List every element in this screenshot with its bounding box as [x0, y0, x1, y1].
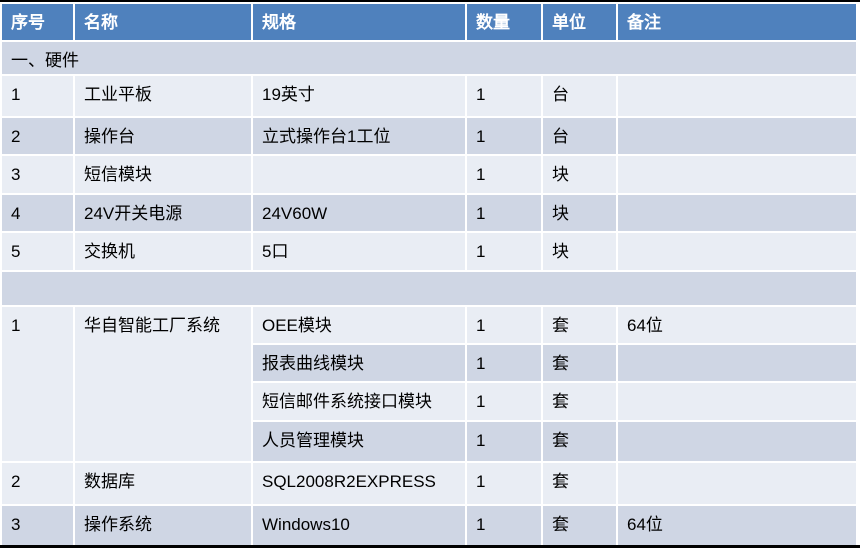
col-header-note: 备注: [618, 4, 858, 42]
col-header-name: 名称: [75, 4, 253, 42]
cell-qty: 1: [467, 463, 543, 506]
cell-no: 5: [2, 233, 75, 272]
cell-qty: 1: [467, 195, 543, 233]
cell-spec: 人员管理模块: [253, 422, 467, 463]
col-header-no: 序号: [2, 4, 75, 42]
hardware-row: 5 交换机 5口 1 块: [2, 233, 858, 272]
cell-qty: 1: [467, 506, 543, 545]
cell-unit: 套: [543, 307, 618, 345]
cell-note: [618, 422, 858, 463]
spacer-cell: [2, 272, 858, 307]
cell-qty: 1: [467, 233, 543, 272]
cell-name: 数据库: [75, 463, 253, 506]
software-row: 3 操作系统 Windows10 1 套 64位: [2, 506, 858, 545]
hardware-row: 2 操作台 立式操作台1工位 1 台: [2, 118, 858, 156]
section-label: 一、硬件: [2, 42, 858, 76]
cell-unit: 台: [543, 118, 618, 156]
cell-qty: 1: [467, 307, 543, 345]
cell-unit: 套: [543, 383, 618, 422]
cell-no: 1: [2, 76, 75, 118]
cell-qty: 1: [467, 345, 543, 383]
cell-no: 2: [2, 463, 75, 506]
cell-name: 短信模块: [75, 156, 253, 195]
header-row: 序号 名称 规格 数量 单位 备注: [2, 4, 858, 42]
cell-unit: 台: [543, 76, 618, 118]
software-module-row: 报表曲线模块 1 套: [2, 345, 858, 383]
spacer-row: [2, 272, 858, 307]
cell-name: 交换机: [75, 233, 253, 272]
cell-spec: 短信邮件系统接口模块: [253, 383, 467, 422]
hardware-row: 4 24V开关电源 24V60W 1 块: [2, 195, 858, 233]
cell-spec: 5口: [253, 233, 467, 272]
col-header-qty: 数量: [467, 4, 543, 42]
cell-spec: Windows10: [253, 506, 467, 545]
cell-spec: 24V60W: [253, 195, 467, 233]
cell-spec: SQL2008R2EXPRESS: [253, 463, 467, 506]
col-header-unit: 单位: [543, 4, 618, 42]
cell-note: [618, 345, 858, 383]
cell-note: [618, 76, 858, 118]
cell-note: [618, 383, 858, 422]
software-module-row: 短信邮件系统接口模块 1 套: [2, 383, 858, 422]
cell-note: 64位: [618, 506, 858, 545]
equipment-list-table: 序号 名称 规格 数量 单位 备注 一、硬件 1 工业平板 19英寸 1 台 2: [2, 4, 858, 545]
cell-qty: 1: [467, 422, 543, 463]
cell-qty: 1: [467, 76, 543, 118]
cell-unit: 块: [543, 195, 618, 233]
software-row: 2 数据库 SQL2008R2EXPRESS 1 套: [2, 463, 858, 506]
software-group-row: 1 华自智能工厂系统 OEE模块 1 套 64位: [2, 307, 858, 463]
cell-note: 64位: [618, 307, 858, 345]
cell-spec: 报表曲线模块: [253, 345, 467, 383]
cell-unit: 块: [543, 233, 618, 272]
cell-no: 1: [2, 307, 75, 463]
cell-name: 华自智能工厂系统: [75, 307, 253, 463]
cell-unit: 套: [543, 463, 618, 506]
cell-spec: [253, 156, 467, 195]
cell-unit: 块: [543, 156, 618, 195]
section-row-hardware: 一、硬件: [2, 42, 858, 76]
cell-unit: 套: [543, 506, 618, 545]
cell-no: 2: [2, 118, 75, 156]
cell-spec: 19英寸: [253, 76, 467, 118]
cell-no: 4: [2, 195, 75, 233]
cell-qty: 1: [467, 118, 543, 156]
table-top-rule: [0, 0, 860, 2]
hardware-row: 1 工业平板 19英寸 1 台: [2, 76, 858, 118]
cell-name: 24V开关电源: [75, 195, 253, 233]
cell-spec: OEE模块: [253, 307, 467, 345]
hardware-row: 3 短信模块 1 块: [2, 156, 858, 195]
cell-name: 操作台: [75, 118, 253, 156]
cell-note: [618, 233, 858, 272]
cell-qty: 1: [467, 383, 543, 422]
cell-no: 3: [2, 156, 75, 195]
cell-unit: 套: [543, 422, 618, 463]
software-module-row: 人员管理模块 1 套: [2, 422, 858, 463]
cell-note: [618, 118, 858, 156]
cell-no: 3: [2, 506, 75, 545]
cell-note: [618, 463, 858, 506]
cell-spec: 立式操作台1工位: [253, 118, 467, 156]
cell-note: [618, 195, 858, 233]
cell-qty: 1: [467, 156, 543, 195]
top-gap: [0, 2, 860, 4]
cell-unit: 套: [543, 345, 618, 383]
cell-name: 操作系统: [75, 506, 253, 545]
col-header-spec: 规格: [253, 4, 467, 42]
cell-note: [618, 156, 858, 195]
cell-name: 工业平板: [75, 76, 253, 118]
